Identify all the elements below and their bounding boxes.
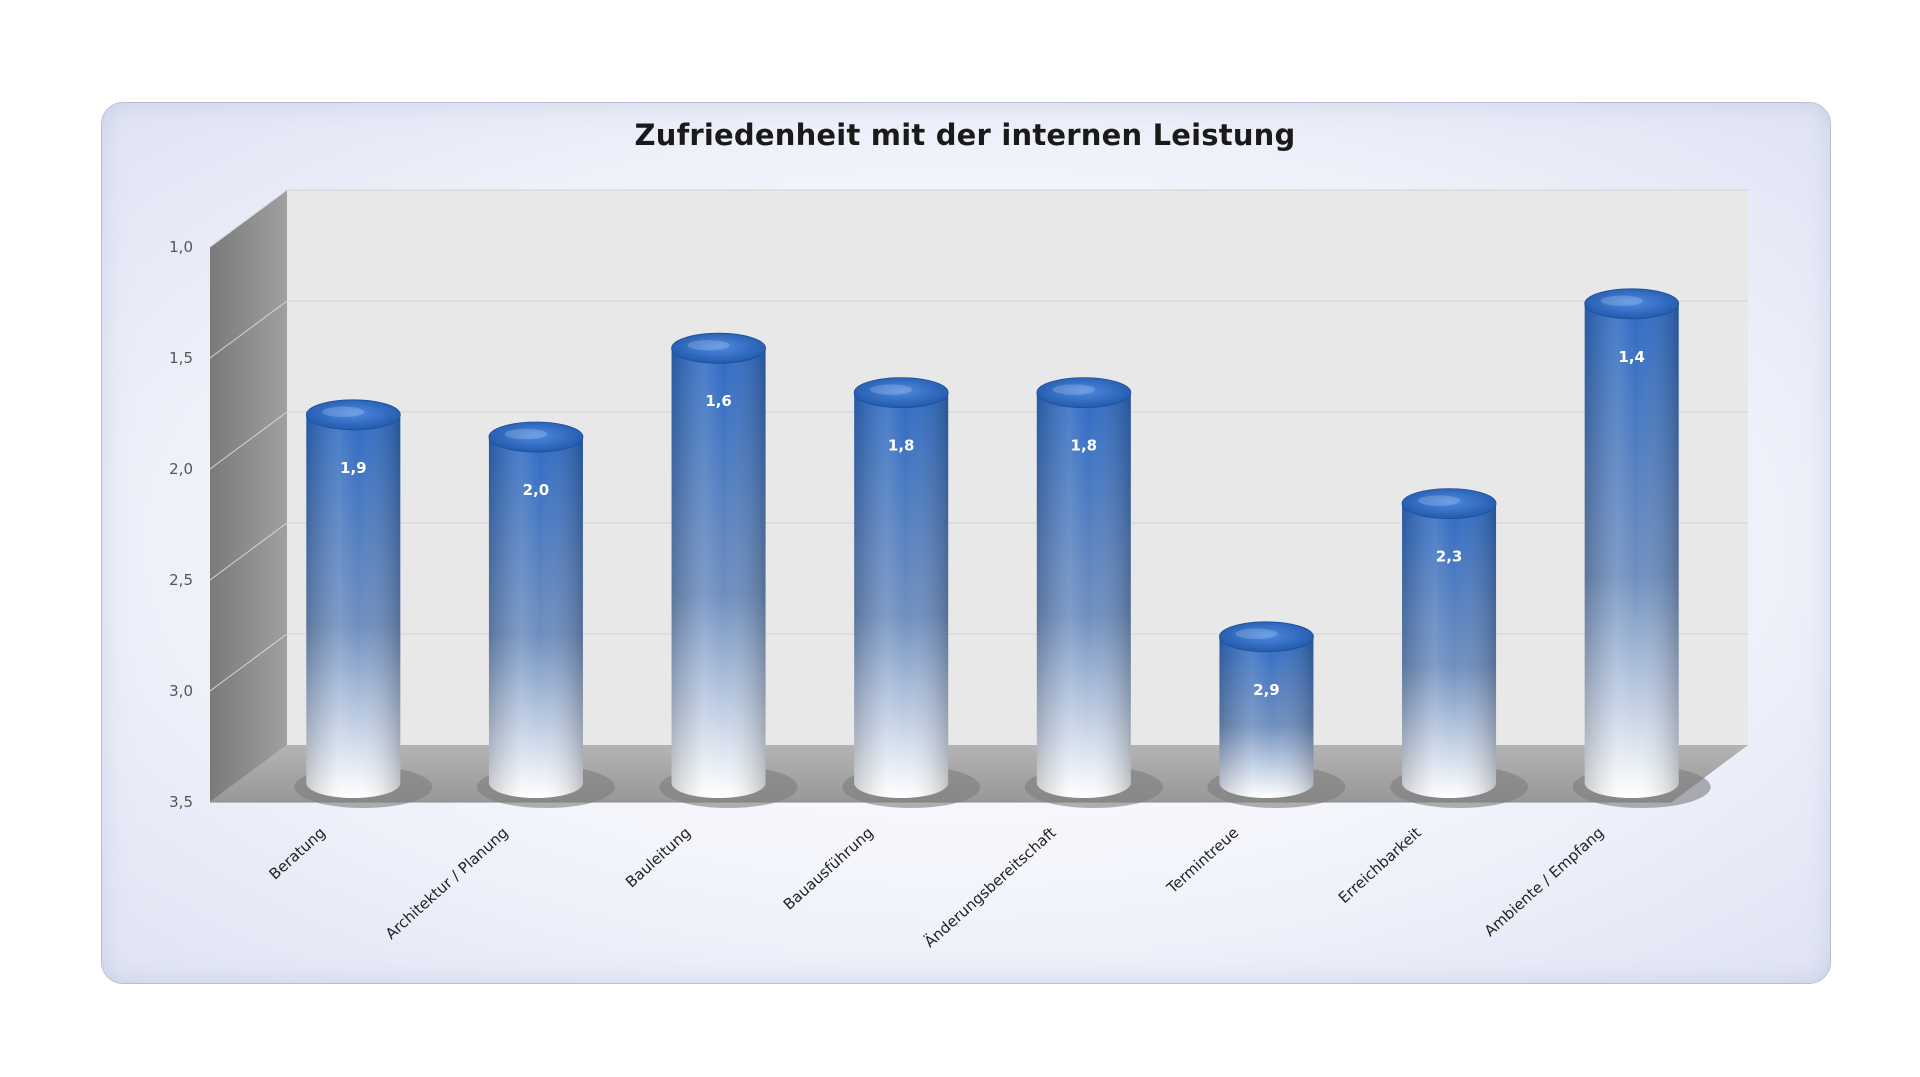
bar-cap-highlight: [870, 384, 913, 395]
bar-shading: [488, 437, 583, 799]
bar-shading: [306, 414, 401, 799]
y-tick-label: 2,0: [169, 460, 193, 478]
x-tick-label: Erreichbarkeit: [1335, 824, 1425, 907]
bar-cap-highlight: [504, 428, 548, 440]
bar-shading: [854, 392, 949, 799]
x-tick-label: Beratung: [265, 824, 329, 884]
x-tick-label: Architektur / Planung: [382, 824, 512, 943]
y-tick-label: 1,5: [169, 349, 193, 367]
y-tick-label: 3,0: [169, 682, 193, 700]
bar-shading: [1584, 303, 1679, 799]
y-tick-label: 3,5: [169, 793, 193, 811]
y-tick-label: 2,5: [169, 571, 193, 589]
bar-cap-highlight: [1600, 295, 1643, 307]
gridline-side: [209, 189, 288, 248]
bar-value-label: 1,4: [1618, 348, 1645, 366]
bar-cap-highlight: [1235, 628, 1278, 640]
side-wall: [210, 190, 287, 802]
bar: [659, 332, 798, 808]
bar-shading: [1036, 392, 1131, 799]
bar: [294, 399, 433, 808]
bar: [1207, 621, 1346, 808]
bar-value-label: 1,8: [1071, 437, 1098, 455]
x-tick-label: Bauausführung: [780, 824, 877, 914]
bar-cap-highlight: [1417, 495, 1461, 506]
x-tick-label: Bauleitung: [622, 824, 694, 892]
bar-value-label: 1,8: [888, 437, 915, 455]
bar-shading: [671, 348, 766, 798]
bar-cap: [1219, 621, 1314, 653]
bar-cap: [1036, 377, 1132, 409]
bar-cap: [853, 377, 949, 409]
x-tick-label: Ambiente / Empfang: [1481, 824, 1608, 940]
bar-cap: [488, 421, 584, 453]
x-tick-label: Termintreue: [1163, 824, 1242, 898]
bar-value-label: 1,9: [340, 459, 367, 477]
bar-cap-highlight: [322, 406, 365, 418]
bar-shading: [1402, 503, 1497, 799]
bar-cap: [671, 332, 766, 364]
bar: [842, 377, 981, 808]
x-tick-label: Änderungsbereitschaft: [920, 823, 1060, 951]
bar-cap-highlight: [687, 339, 730, 351]
bar-value-label: 2,3: [1436, 548, 1463, 566]
gridline-side: [209, 633, 288, 692]
bar: [1024, 377, 1163, 808]
bar-value-label: 2,0: [523, 481, 550, 499]
gridline-side: [209, 522, 288, 581]
bar-cap: [1584, 288, 1680, 320]
y-tick-label: 1,0: [169, 238, 193, 256]
bar-cap: [1401, 488, 1497, 520]
chart-title: Zufriedenheit mit der internen Leistung: [634, 118, 1296, 152]
bar-value-label: 2,9: [1253, 681, 1280, 699]
bar-cap: [305, 399, 401, 431]
bar: [476, 421, 615, 808]
bar: [1390, 488, 1529, 808]
bar: [1572, 288, 1711, 808]
bar-shading: [1219, 636, 1314, 799]
bar-value-label: 1,6: [705, 392, 732, 410]
gridline-side: [209, 300, 288, 359]
gridline-side: [209, 411, 288, 470]
bar-cap-highlight: [1052, 384, 1095, 395]
